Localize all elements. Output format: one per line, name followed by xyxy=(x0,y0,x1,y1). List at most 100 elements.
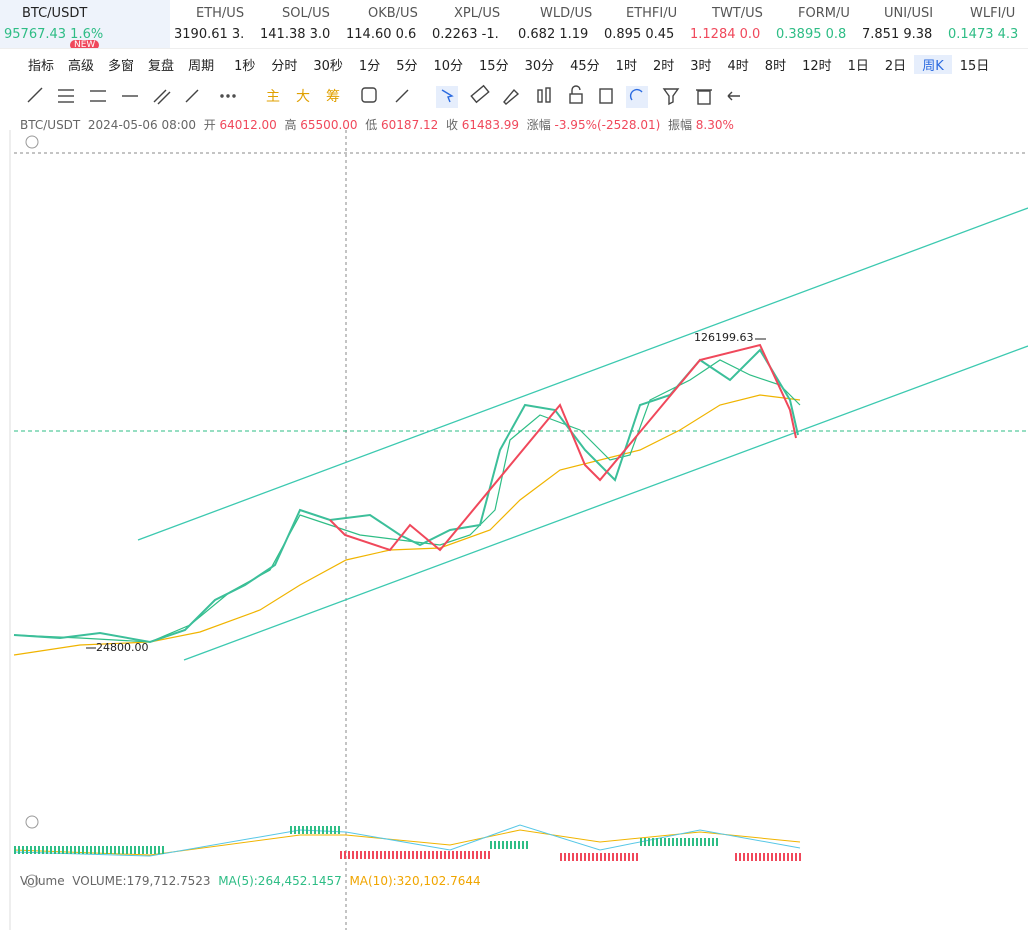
label: 低 xyxy=(365,118,378,132)
ticker-change: 9.38 xyxy=(903,27,933,42)
ticker-price: 0.682 xyxy=(518,27,556,42)
volume-value: VOLUME:179,712.7523 xyxy=(72,874,211,888)
drawing-tool[interactable]: 筹 xyxy=(326,88,340,105)
interval[interactable]: 分时 xyxy=(271,58,298,74)
ticker[interactable]: ETH/US 3190.61 3. xyxy=(170,0,256,48)
ticker[interactable]: UNI/USI 7.851 9.38 xyxy=(858,0,944,48)
ticker[interactable]: XPL/US 0.2263 -1. xyxy=(428,0,514,48)
ticker-price-row: 95767.43 1.6% xyxy=(4,27,170,42)
ticker-price-row: 141.38 3.0 xyxy=(260,27,342,42)
ticker-price: 141.38 xyxy=(260,27,306,42)
interval[interactable]: 12时 xyxy=(802,58,832,74)
interval[interactable]: 30分 xyxy=(524,58,555,74)
toolbar-button[interactable]: 周期 xyxy=(188,58,215,74)
ma5: MA(5):264,452.1457 xyxy=(218,874,342,888)
ticker-price: 95767.43 xyxy=(4,27,67,42)
high: 65500.00 xyxy=(300,118,358,132)
ticker-change: 0.8 xyxy=(825,27,847,42)
ticker-symbol: SOL/US xyxy=(282,6,330,21)
interval[interactable]: 10分 xyxy=(433,58,464,74)
ticker-price: 7.851 xyxy=(862,27,900,42)
ticker-price: 114.60 xyxy=(346,27,392,42)
ma10: MA(10):320,102.7644 xyxy=(349,874,481,888)
interval[interactable]: 4时 xyxy=(727,58,749,74)
ticker-price-row: 0.2263 -1. xyxy=(432,27,514,42)
label: 高 xyxy=(284,118,297,132)
ticker-change: 0.6 xyxy=(395,27,417,42)
ticker-symbol: UNI/USI xyxy=(884,6,934,21)
ticker-price: 0.1473 xyxy=(948,27,994,42)
toolbar-button[interactable]: 复盘 xyxy=(148,58,175,74)
interval[interactable]: 3时 xyxy=(690,58,712,74)
ticker-price-row: 3190.61 3. xyxy=(174,27,256,42)
min-price-label: 24800.00 xyxy=(96,641,149,654)
ticker-price: 1.1284 xyxy=(690,27,736,42)
ticker-change: -1. xyxy=(481,27,499,42)
volume-info: Volume VOLUME:179,712.7523 MA(5):264,452… xyxy=(20,874,481,888)
interval[interactable]: 5分 xyxy=(396,58,418,74)
ticker-price-row: 0.1473 4.3 xyxy=(948,27,1028,42)
ticker-price: 0.3895 xyxy=(776,27,822,42)
interval[interactable]: 周K xyxy=(914,54,952,74)
drawing-tool[interactable]: 大 xyxy=(296,89,310,105)
ticker-price-row: 0.682 1.19 xyxy=(518,27,600,42)
interval[interactable]: 15分 xyxy=(479,58,509,74)
open: 64012.00 xyxy=(219,118,277,132)
ticker[interactable]: SOL/US 141.38 3.0 xyxy=(256,0,342,48)
interval[interactable]: 1日 xyxy=(847,58,869,74)
interval[interactable]: 30秒 xyxy=(313,58,343,74)
ticker[interactable]: BTC/USDT 95767.43 1.6% NEW xyxy=(0,0,170,48)
ticker-change: 3. xyxy=(231,27,245,42)
toolbar-button[interactable]: 多窗 xyxy=(108,58,135,74)
interval[interactable]: 2日 xyxy=(884,58,907,74)
ticker-price-row: 114.60 0.6 xyxy=(346,27,428,42)
ticker-symbol: WLD/US xyxy=(540,6,593,21)
ticker[interactable]: ETHFI/U 0.895 0.45 xyxy=(600,0,686,48)
interval[interactable]: 45分 xyxy=(570,58,600,74)
ticker-symbol: FORM/U xyxy=(798,6,850,21)
time: 2024-05-06 08:00 xyxy=(87,118,197,132)
ticker-symbol: XPL/US xyxy=(454,6,501,21)
ticker-change: 0.45 xyxy=(645,27,675,42)
ticker-change: 1.6% xyxy=(70,27,104,42)
new-badge: NEW xyxy=(70,40,100,48)
toolbar-button[interactable]: 高级 xyxy=(68,58,95,74)
ticker-symbol: WLFI/U xyxy=(970,6,1016,21)
ticker-price-row: 7.851 9.38 xyxy=(862,27,944,42)
toolbar-button[interactable]: 指标 xyxy=(28,58,55,74)
interval[interactable]: 1时 xyxy=(615,58,637,74)
drawing-tool[interactable]: 主 xyxy=(266,89,280,105)
ticker-price: 0.895 xyxy=(604,27,642,42)
interval[interactable]: 8时 xyxy=(764,58,787,74)
ticker[interactable]: WLD/US 0.682 1.19 xyxy=(514,0,600,48)
ticker-symbol: OKB/US xyxy=(368,6,418,21)
drawing-toolbar: 主大筹 xyxy=(27,84,740,108)
ticker-price-row: 0.3895 0.8 xyxy=(776,27,858,42)
label: 收 xyxy=(445,118,458,132)
ohlc-info: BTC/USDT 2024-05-06 08:00 开 64012.00 高 6… xyxy=(20,116,734,133)
ticker-price: 3190.61 xyxy=(174,27,228,42)
ticker[interactable]: WLFI/U 0.1473 4.3 xyxy=(944,0,1028,48)
ticker[interactable]: OKB/US 114.60 0.6 xyxy=(342,0,428,48)
ticker[interactable]: FORM/U 0.3895 0.8 xyxy=(772,0,858,48)
ticker-price-row: 0.895 0.45 xyxy=(604,27,686,42)
max-price-label: 126199.63 xyxy=(694,331,754,344)
ticker[interactable]: TWT/US 1.1284 0.0 xyxy=(686,0,772,48)
interval[interactable]: 1分 xyxy=(358,58,381,74)
ticker-symbol: BTC/USDT xyxy=(22,6,88,21)
price-chart xyxy=(9,130,1028,930)
close: 61483.99 xyxy=(461,118,520,132)
interval[interactable]: 1秒 xyxy=(234,58,256,74)
change: -3.95%(-2528.01) xyxy=(554,118,661,132)
ticker-symbol: ETHFI/U xyxy=(626,6,678,21)
ticker-change: 3.0 xyxy=(309,27,331,42)
low: 60187.12 xyxy=(381,118,439,132)
interval[interactable]: 15日 xyxy=(959,58,990,74)
label: 振幅 xyxy=(667,118,692,132)
interval[interactable]: 2时 xyxy=(652,58,675,74)
ticker-change: 1.19 xyxy=(559,27,589,42)
ticker-price-row: 1.1284 0.0 xyxy=(690,27,772,42)
label: 涨幅 xyxy=(526,118,551,132)
ticker-bar: BTC/USDT 95767.43 1.6% NEW ETH/US 3190.61 3.… xyxy=(0,0,1028,49)
